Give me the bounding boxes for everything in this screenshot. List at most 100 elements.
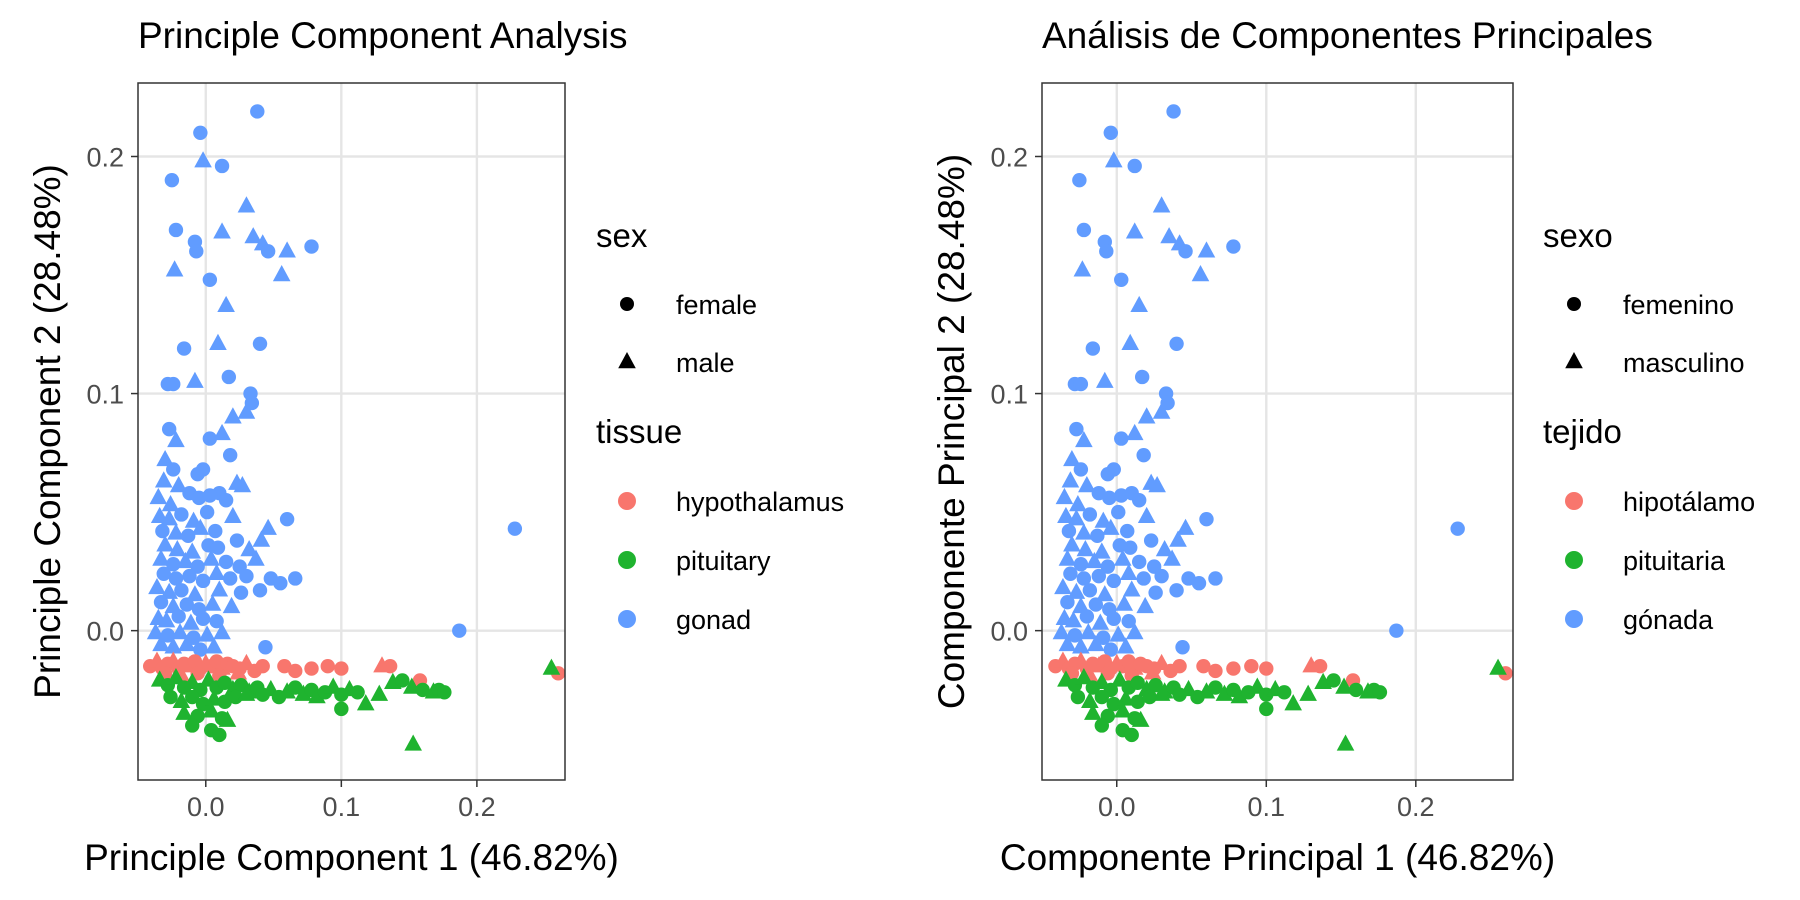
- data-point-triangle: [1094, 511, 1113, 528]
- data-point-circle: [304, 239, 319, 254]
- data-point-circle: [1154, 568, 1169, 584]
- data-point-circle: [195, 573, 211, 589]
- data-point-triangle: [1055, 487, 1074, 505]
- y-axis-label: Componente Principal 2 (28.48%): [931, 154, 972, 709]
- chart-panel-1: Principle Component Analysis 0.0 0.1 0.2 0.0…: [27, 15, 844, 878]
- data-point-triangle: [1085, 551, 1104, 569]
- data-point-circle: [255, 659, 270, 674]
- data-point-circle: [1166, 104, 1181, 119]
- data-point-circle: [1061, 523, 1077, 539]
- data-point-circle: [1259, 661, 1274, 676]
- legend-label: gonad: [676, 605, 751, 635]
- data-point-triangle: [1072, 637, 1090, 654]
- data-point-circle: [1102, 490, 1117, 506]
- data-point-triangle: [186, 371, 204, 388]
- data-point-circle: [210, 540, 226, 555]
- data-point-triangle: [1052, 623, 1071, 640]
- data-point-triangle: [149, 487, 168, 505]
- data-point-triangle: [1087, 634, 1105, 652]
- legend-label: gónada: [1623, 605, 1714, 635]
- data-point-circle: [185, 718, 200, 733]
- y-tick-label: 0.2: [990, 142, 1028, 172]
- data-point-triangle: [1075, 430, 1093, 448]
- data-point-triangle: [278, 682, 296, 699]
- data-point-circle: [382, 659, 398, 674]
- data-point-circle: [1106, 696, 1121, 712]
- data-point-circle: [163, 689, 178, 705]
- data-point-triangle: [237, 196, 256, 213]
- data-point-triangle: [1125, 623, 1144, 640]
- data-point-circle: [273, 576, 288, 591]
- data-point-circle: [1312, 659, 1328, 674]
- data-point-circle: [1073, 376, 1089, 392]
- data-point-circle: [1226, 661, 1241, 676]
- data-point-triangle: [194, 151, 212, 168]
- data-point-triangle: [1101, 518, 1120, 535]
- data-point-circle: [1114, 488, 1129, 503]
- data-points: [143, 104, 566, 751]
- legend-title-shape: sexo: [1543, 217, 1613, 254]
- data-point-triangle: [404, 734, 422, 751]
- data-point-circle: [258, 640, 273, 655]
- data-point-triangle: [154, 471, 173, 488]
- data-point-triangle: [308, 687, 326, 704]
- data-point-circle: [189, 244, 204, 259]
- data-point-triangle: [205, 637, 223, 654]
- data-point-circle: [1178, 244, 1193, 259]
- data-point-triangle: [1058, 634, 1077, 652]
- data-point-triangle: [165, 260, 184, 277]
- legend-label: male: [676, 348, 735, 378]
- data-point-circle: [1099, 244, 1114, 259]
- data-point-triangle: [1076, 540, 1095, 557]
- data-point-circle: [1072, 173, 1087, 188]
- data-point-triangle: [370, 684, 389, 701]
- data-point-circle: [174, 583, 189, 598]
- data-point-triangle: [167, 668, 185, 685]
- data-point-circle: [1199, 512, 1214, 527]
- legend-title-color: tissue: [596, 413, 682, 450]
- x-tick-label: 0.1: [323, 792, 361, 822]
- data-point-circle: [1172, 659, 1187, 674]
- data-point-circle: [217, 675, 232, 690]
- data-point-triangle: [167, 430, 185, 448]
- legend-label: hipotálamo: [1623, 487, 1755, 517]
- data-point-triangle: [182, 613, 200, 630]
- data-point-triangle: [176, 551, 195, 569]
- data-point-circle: [171, 609, 186, 624]
- data-point-triangle: [168, 540, 187, 557]
- data-point-triangle: [1131, 710, 1150, 727]
- data-point-circle: [199, 504, 215, 520]
- data-point-triangle: [164, 637, 183, 654]
- data-point-triangle: [1113, 549, 1132, 566]
- data-point-circle: [1082, 583, 1098, 598]
- data-point-triangle: [1093, 542, 1111, 559]
- data-point-circle: [1067, 628, 1083, 643]
- data-point-circle: [1169, 583, 1184, 598]
- data-point-triangle: [152, 549, 170, 566]
- data-point-circle: [1060, 594, 1075, 610]
- data-point-triangle: [1078, 476, 1096, 493]
- data-point-circle: [1114, 431, 1129, 446]
- data-point-circle: [1076, 571, 1092, 586]
- data-point-circle: [1134, 369, 1150, 385]
- data-point-circle: [452, 623, 467, 638]
- data-point-circle: [217, 694, 232, 709]
- x-tick-label: 0.2: [1397, 792, 1435, 822]
- data-point-circle: [1096, 630, 1111, 645]
- data-point-circle: [164, 173, 180, 188]
- legend-key-circle: [1567, 297, 1581, 311]
- data-point-circle: [222, 448, 238, 463]
- data-point-circle: [1348, 682, 1364, 698]
- data-point-triangle: [1113, 701, 1132, 718]
- data-point-circle: [1124, 727, 1139, 743]
- data-point-triangle: [1064, 611, 1083, 628]
- legend-key-color: [618, 492, 636, 510]
- data-point-triangle: [1096, 585, 1114, 602]
- data-point-circle: [1114, 272, 1129, 287]
- data-point-triangle: [1067, 582, 1086, 599]
- data-point-triangle: [233, 476, 252, 493]
- data-point-circle: [1069, 421, 1084, 437]
- data-point-circle: [1196, 659, 1211, 674]
- data-point-triangle: [1057, 506, 1075, 524]
